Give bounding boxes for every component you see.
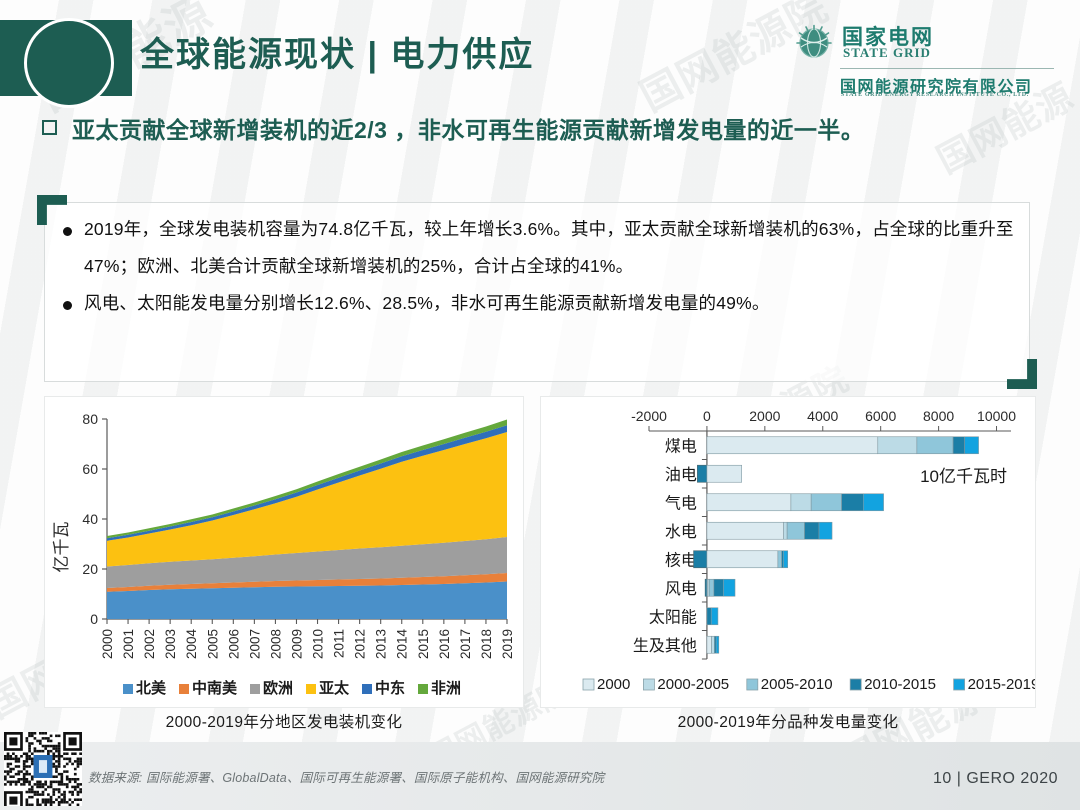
svg-text:2000: 2000 [100,629,115,659]
svg-text:风电: 风电 [665,580,697,598]
svg-text:10000: 10000 [977,408,1016,424]
area-chart-canvas: 0 20 40 60 80 2000 2001 2002 2003 2004 2005 2006 200… [52,411,515,697]
svg-text:2008: 2008 [268,629,283,659]
svg-text:2001: 2001 [121,629,136,659]
slide-header: 全球能源现状 | 电力供应 国家电网 STATE [0,10,1080,108]
bullet-dot-icon [63,227,72,236]
logo-company-en: STATE GRID [843,45,931,60]
svg-text:2014: 2014 [395,629,410,660]
svg-text:2011: 2011 [332,629,347,658]
svg-text:2003: 2003 [163,629,178,659]
svg-text:水电: 水电 [665,523,697,541]
logo-divider [840,68,1054,69]
svg-text:0: 0 [703,408,711,424]
svg-text:2005-2010: 2005-2010 [761,676,833,693]
svg-text:2005: 2005 [205,629,220,659]
svg-text:中东: 中东 [375,679,405,697]
svg-text:油电: 油电 [665,466,697,484]
state-grid-logo: 国家电网 STATE GRID 国网能源研究院有限公司 STATE GRID E… [790,22,1058,100]
svg-text:亚太: 亚太 [319,679,350,697]
slide-footer: 数据来源: 国际能源署、GlobalData、国际可再生能源署、国际原子能机构、… [0,732,1080,810]
list-item: 2019年，全球发电装机容量为74.8亿千瓦，较上年增长3.6%。其中，亚太贡献… [59,211,1017,285]
svg-text:2004: 2004 [184,629,199,660]
square-outline-bullet-icon [42,120,57,135]
svg-text:0: 0 [90,611,98,627]
logo-company-cn: 国家电网 [842,26,934,49]
svg-text:60: 60 [82,461,98,477]
installed-capacity-area-chart: 0 20 40 60 80 2000 2001 2002 2003 2004 2005 2006 200… [44,396,524,708]
chart-caption-right: 2000-2019年分品种发电量变化 [677,714,899,731]
svg-text:2016: 2016 [437,629,452,659]
data-source-text: 数据来源: 国际能源署、GlobalData、国际可再生能源署、国际原子能机构、… [88,771,605,785]
corner-bracket-bottom-right [1007,359,1037,389]
svg-text:北美: 北美 [136,679,167,697]
lead-statement-text: 亚太贡献全球新增装机的近2/3 ，非水可再生能源贡献新增发电量的近一半。 [72,117,865,143]
svg-text:煤电: 煤电 [665,437,697,455]
svg-text:6000: 6000 [865,408,896,424]
svg-text:欧洲: 欧洲 [263,679,293,697]
svg-text:2015-2019: 2015-2019 [968,676,1035,693]
svg-text:2013: 2013 [374,629,389,659]
svg-text:-2000: -2000 [631,408,667,424]
svg-text:8000: 8000 [923,408,954,424]
logo-institute-cn: 国网能源研究院有限公司 [840,79,1033,96]
svg-text:20: 20 [82,561,98,577]
header-circle-mark [24,18,114,108]
lead-statement: 亚太贡献全球新增装机的近2/3 ，非水可再生能源贡献新增发电量的近一半。 [42,112,1052,149]
svg-text:2002: 2002 [142,629,157,659]
svg-text:2007: 2007 [247,629,262,659]
svg-text:2010: 2010 [311,629,326,659]
generation-by-fuel-bar-chart: -2000 0 2000 4000 6000 8000 10000 煤电油电气电水电核电风电太… [540,396,1036,708]
svg-text:中南美: 中南美 [192,679,238,697]
chart-caption-left: 2000-2019年分地区发电装机变化 [165,714,403,731]
svg-text:2019: 2019 [500,629,515,659]
svg-text:亿千瓦: 亿千瓦 [52,522,71,573]
svg-text:4000: 4000 [807,408,838,424]
svg-text:核电: 核电 [665,551,697,569]
list-item: 风电、太阳能发电量分别增长12.6%、28.5%，非水可再生能源贡献新增发电量的… [59,285,1017,322]
svg-text:2010-2015: 2010-2015 [864,676,936,693]
bullet-list: 2019年，全球发电装机容量为74.8亿千瓦，较上年增长3.6%。其中，亚太贡献… [59,211,1017,322]
svg-text:生及其他: 生及其他 [633,637,697,655]
content-panel: 2019年，全球发电装机容量为74.8亿千瓦，较上年增长3.6%。其中，亚太贡献… [37,195,1037,389]
page-title: 全球能源现状 | 电力供应 [140,36,535,74]
svg-text:2012: 2012 [353,629,368,659]
svg-text:非洲: 非洲 [431,679,461,697]
svg-text:2000-2005: 2000-2005 [657,676,729,693]
svg-text:气电: 气电 [665,494,697,512]
state-grid-globe-icon [796,24,832,58]
logo-institute-en: STATE GRID ENERGY RESEARCH INSTITUTE CO.… [841,92,1029,98]
bullet-text: 风电、太阳能发电量分别增长12.6%、28.5%，非水可再生能源贡献新增发电量的… [84,293,770,313]
svg-text:2015: 2015 [416,629,431,659]
svg-text:40: 40 [82,511,98,527]
svg-text:2000: 2000 [597,676,630,693]
bullet-text: 2019年，全球发电装机容量为74.8亿千瓦，较上年增长3.6%。其中，亚太贡献… [84,219,1014,276]
svg-text:10亿千瓦时: 10亿千瓦时 [920,467,1007,486]
svg-text:2000: 2000 [749,408,780,424]
qr-code-icon[interactable] [4,732,82,806]
svg-text:2018: 2018 [479,629,494,659]
page-number: 10 | GERO 2020 [933,770,1058,787]
bullet-dot-icon [63,301,72,310]
svg-text:2006: 2006 [226,629,241,659]
svg-text:2009: 2009 [290,629,305,659]
svg-text:太阳能: 太阳能 [649,608,697,626]
svg-text:2017: 2017 [458,629,473,659]
bar-chart-canvas: -2000 0 2000 4000 6000 8000 10000 煤电油电气电水电核电风电太… [582,408,1035,693]
svg-text:80: 80 [82,411,98,427]
